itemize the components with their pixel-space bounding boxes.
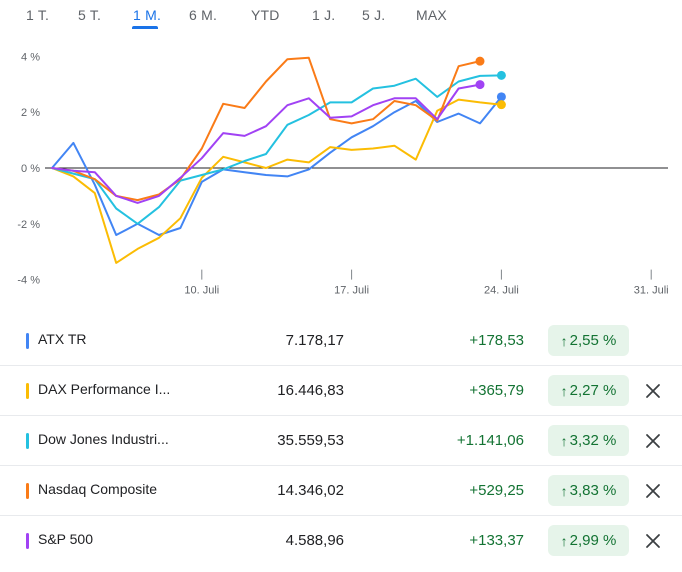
- y-tick-label: 0 %: [21, 163, 40, 175]
- close-icon: [646, 534, 660, 548]
- tab-1-day[interactable]: 1 T.: [26, 7, 50, 23]
- series-end-dot: [475, 56, 485, 66]
- percent-change-value: 2,55 %: [569, 332, 617, 349]
- index-price: 16.446,83: [277, 382, 344, 399]
- remove-comparison-button[interactable]: [643, 531, 663, 551]
- comparison-list: ATX TR 7.178,17 +178,53 ↑ 2,55 % DAX Perf…: [0, 316, 682, 565]
- index-price: 14.346,02: [277, 482, 344, 499]
- percent-change-badge: ↑ 2,55 %: [548, 325, 629, 356]
- index-change: +365,79: [469, 382, 524, 399]
- percent-change-value: 2,27 %: [569, 382, 617, 399]
- series-color-swatch: [26, 333, 29, 349]
- series-end-dot: [496, 92, 506, 102]
- index-name: S&P 500: [38, 531, 94, 547]
- series-end-dot: [475, 80, 485, 90]
- remove-comparison-button[interactable]: [643, 381, 663, 401]
- percent-change-badge: ↑ 3,83 %: [548, 475, 629, 506]
- x-tick-label: 17. Juli: [334, 285, 369, 297]
- arrow-up-icon: ↑: [560, 332, 568, 349]
- x-tick-label: 10. Juli: [184, 285, 219, 297]
- active-tab-indicator: [132, 26, 158, 29]
- comparison-line-chart: 4 % 2 % 0 % -2 % -4 % 10. Juli 17. Juli 24. Ju…: [17, 51, 669, 297]
- index-name: Nasdaq Composite: [38, 481, 158, 497]
- tab-ytd[interactable]: YTD: [251, 7, 280, 23]
- y-tick-label: 4 %: [21, 51, 40, 63]
- index-price: 7.178,17: [285, 332, 344, 349]
- tab-5-days[interactable]: 5 T.: [78, 7, 102, 23]
- series-color-swatch: [26, 533, 29, 549]
- tab-5-years[interactable]: 5 J.: [362, 7, 386, 23]
- percent-change-value: 3,32 %: [569, 432, 617, 449]
- index-name: DAX Performance I...: [38, 381, 171, 397]
- tab-max[interactable]: MAX: [416, 7, 447, 23]
- arrow-up-icon: ↑: [560, 482, 568, 499]
- index-change: +178,53: [469, 332, 524, 349]
- percent-change-badge: ↑ 2,27 %: [548, 375, 629, 406]
- tab-6-months[interactable]: 6 M.: [189, 7, 218, 23]
- index-price: 35.559,53: [277, 432, 344, 449]
- percent-change-badge: ↑ 3,32 %: [548, 425, 629, 456]
- close-icon: [646, 384, 660, 398]
- list-item[interactable]: Nasdaq Composite 14.346,02 +529,25 ↑ 3,83…: [0, 466, 682, 516]
- x-tick-label: 31. Juli: [634, 285, 669, 297]
- list-item[interactable]: Dow Jones Industri... 35.559,53 +1.141,0…: [0, 416, 682, 466]
- percent-change-badge: ↑ 2,99 %: [548, 525, 629, 556]
- y-tick-label: -2 %: [17, 219, 40, 231]
- index-name: ATX TR: [38, 331, 87, 347]
- list-item[interactable]: S&P 500 4.588,96 +133,37 ↑ 2,99 %: [0, 516, 682, 565]
- series-color-swatch: [26, 383, 29, 399]
- series-color-swatch: [26, 483, 29, 499]
- series-color-swatch: [26, 433, 29, 449]
- range-tabs: 1 T. 5 T. 1 M. 6 M. YTD 1 J. 5 J. MAX: [0, 0, 682, 32]
- close-icon: [646, 434, 660, 448]
- series-line: [51, 74, 503, 225]
- index-price: 4.588,96: [285, 532, 344, 549]
- series-line: [51, 83, 481, 204]
- series-line: [51, 98, 503, 264]
- remove-comparison-button[interactable]: [643, 431, 663, 451]
- list-item[interactable]: DAX Performance I... 16.446,83 +365,79 ↑…: [0, 366, 682, 416]
- series-end-dot: [496, 70, 506, 80]
- index-change: +133,37: [469, 532, 524, 549]
- y-tick-label: 2 %: [21, 107, 40, 119]
- arrow-up-icon: ↑: [560, 382, 568, 399]
- remove-comparison-button[interactable]: [643, 481, 663, 501]
- y-tick-label: -4 %: [17, 275, 40, 287]
- x-tick-label: 24. Juli: [484, 285, 519, 297]
- tab-1-year[interactable]: 1 J.: [312, 7, 336, 23]
- series-end-dot: [496, 100, 506, 110]
- arrow-up-icon: ↑: [560, 532, 568, 549]
- index-name: Dow Jones Industri...: [38, 431, 169, 447]
- arrow-up-icon: ↑: [560, 432, 568, 449]
- index-change: +529,25: [469, 482, 524, 499]
- percent-change-value: 2,99 %: [569, 532, 617, 549]
- series-line: [51, 95, 503, 236]
- tab-1-month[interactable]: 1 M.: [133, 7, 162, 23]
- percent-change-value: 3,83 %: [569, 482, 617, 499]
- list-item[interactable]: ATX TR 7.178,17 +178,53 ↑ 2,55 %: [0, 316, 682, 366]
- index-change: +1.141,06: [456, 432, 524, 449]
- close-icon: [646, 484, 660, 498]
